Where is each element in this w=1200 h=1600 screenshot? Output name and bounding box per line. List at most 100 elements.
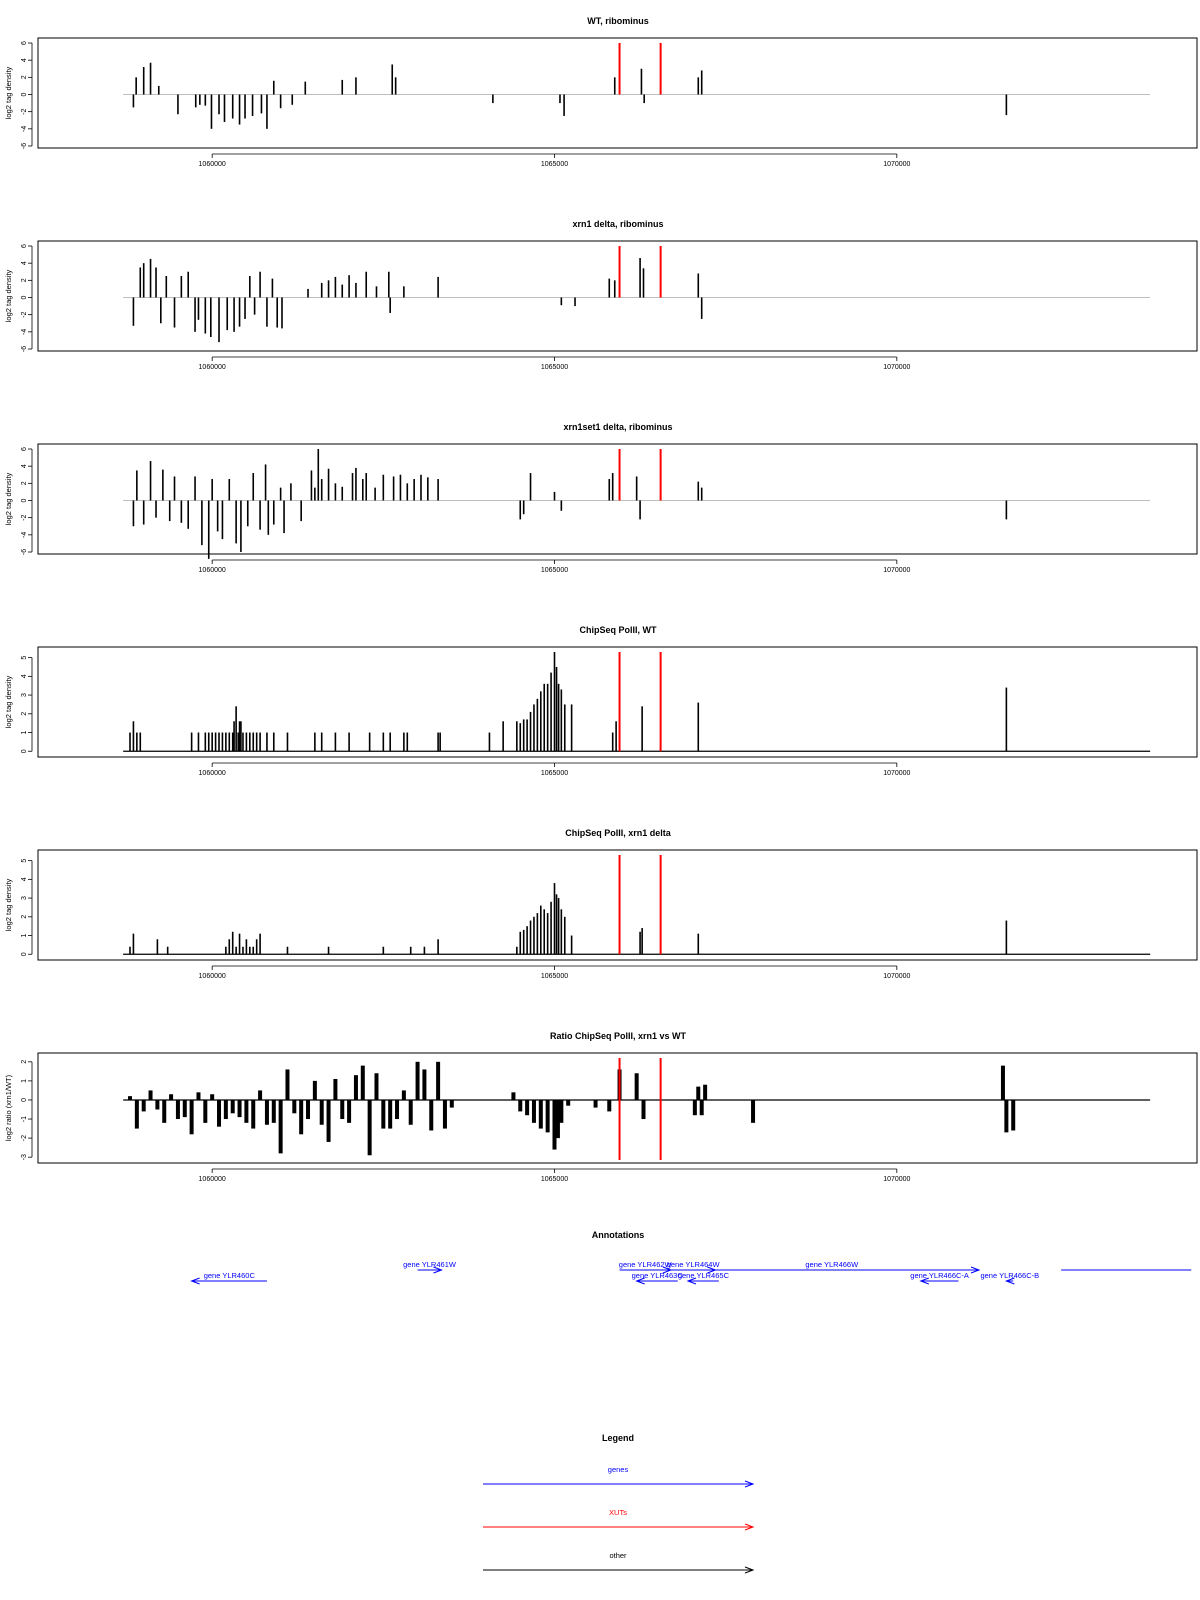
y-tick-label: 0 <box>21 295 28 299</box>
data-bar <box>260 94 263 114</box>
data-bar <box>266 94 268 129</box>
data-bar <box>271 278 274 298</box>
data-bar <box>271 1099 276 1123</box>
data-bar <box>608 479 611 501</box>
chart-panel: WT, ribominus -6 -4 -2 0 2 4 6 log2 tag density 1… <box>4 16 1198 168</box>
x-tick-label: 1065000 <box>541 364 568 371</box>
data-bar <box>608 278 611 298</box>
legend-label: genes <box>608 1465 629 1474</box>
chart-panel: ChipSeq PolII, xrn1 delta 0 1 2 3 4 5 log2 tag … <box>4 828 1198 980</box>
data-bar <box>136 732 138 752</box>
data-bar <box>255 939 258 955</box>
x-axis: 1060000 1065000 1070000 <box>199 965 911 980</box>
data-bar <box>162 1099 167 1123</box>
data-bar <box>314 487 316 501</box>
chart-panel: Ratio ChipSeq PolII, xrn1 vs WT -3 -2 -1 0 1 2… <box>4 1031 1198 1183</box>
data-bar <box>320 732 323 752</box>
data-bar <box>613 77 616 95</box>
gene-label: gene YLR466C-B <box>980 1271 1039 1280</box>
y-tick-label: 0 <box>21 92 28 96</box>
data-bar <box>231 94 234 119</box>
data-bar <box>272 732 275 752</box>
data-bar <box>519 723 522 752</box>
data-bar <box>327 946 330 955</box>
data-bar <box>207 732 210 752</box>
chart-title: xrn1set1 delta, ribominus <box>563 422 672 432</box>
data-bar <box>286 946 289 955</box>
data-bar <box>180 500 183 523</box>
data-bar <box>348 275 350 298</box>
y-tick-label: 0 <box>21 952 28 956</box>
data-bar <box>221 732 224 752</box>
chart-panel: xrn1 delta, ribominus -6 -4 -2 0 2 4 6 log2 tag … <box>4 219 1198 371</box>
annotations-title: Annotations <box>592 1230 645 1240</box>
data-bar <box>196 1092 201 1100</box>
data-bar <box>187 500 190 529</box>
y-tick-label: 1 <box>21 730 28 734</box>
data-bar <box>563 704 566 752</box>
data-bar <box>1004 1099 1009 1133</box>
data-bar <box>550 901 552 955</box>
data-bar <box>389 732 391 752</box>
data-bar <box>156 939 159 955</box>
gene-arrowhead <box>433 1266 443 1274</box>
data-bar <box>697 933 700 955</box>
data-bar <box>253 297 256 315</box>
data-bar <box>641 928 643 955</box>
data-bar <box>279 94 282 109</box>
data-bar <box>286 732 289 752</box>
data-bar <box>640 68 643 95</box>
data-bar <box>245 939 248 955</box>
y-axis: 0 1 2 3 4 5 <box>21 656 33 753</box>
y-tick-label: 1 <box>21 933 28 937</box>
data-bar <box>639 258 641 298</box>
data-bar <box>437 276 439 298</box>
data-bar <box>299 1099 304 1135</box>
y-axis: -6 -4 -2 0 2 4 6 <box>21 41 33 149</box>
data-bar <box>157 85 160 95</box>
y-tick-label: 5 <box>21 859 28 863</box>
data-bar <box>546 683 549 752</box>
data-bar <box>607 1099 612 1112</box>
data-bar <box>529 920 532 955</box>
data-bar <box>367 1099 372 1156</box>
data-bar <box>395 1099 400 1120</box>
data-bar <box>639 931 641 955</box>
data-bar <box>422 1069 427 1100</box>
data-bar <box>522 500 525 515</box>
data-bar <box>177 94 179 115</box>
data-bar <box>613 280 616 298</box>
data-bar <box>218 297 220 343</box>
y-axis-label: log2 tag density <box>4 269 13 322</box>
data-bar <box>259 271 261 298</box>
data-bar <box>194 94 197 108</box>
data-bar <box>226 297 229 331</box>
data-bar <box>536 913 539 955</box>
data-bar <box>355 77 357 95</box>
data-bar <box>266 297 268 327</box>
legend-title: Legend <box>602 1433 634 1443</box>
data-bar <box>139 732 142 752</box>
x-tick-label: 1060000 <box>199 973 226 980</box>
data-bar <box>264 464 267 501</box>
data-bar <box>560 909 563 955</box>
data-bar <box>237 1099 242 1118</box>
data-bar <box>204 297 207 334</box>
data-bar <box>218 732 220 752</box>
y-tick-label: 2 <box>21 915 28 919</box>
data-bar <box>264 1099 269 1125</box>
data-bar <box>320 282 323 298</box>
data-bar <box>553 883 556 955</box>
gene-label: gene YLR464W <box>667 1260 721 1269</box>
data-bar <box>429 1099 434 1131</box>
y-axis: -6 -4 -2 0 2 4 6 <box>21 447 33 555</box>
x-tick-label: 1065000 <box>541 1176 568 1183</box>
plot-frame <box>37 1052 1198 1164</box>
data-bar <box>546 913 549 955</box>
data-bar <box>406 732 409 752</box>
gene-label: gene YLR466C-A <box>910 1271 969 1280</box>
y-tick-label: -2 <box>21 311 28 317</box>
data-bar <box>557 898 560 955</box>
data-bar <box>231 931 234 955</box>
data-bar <box>223 94 226 122</box>
